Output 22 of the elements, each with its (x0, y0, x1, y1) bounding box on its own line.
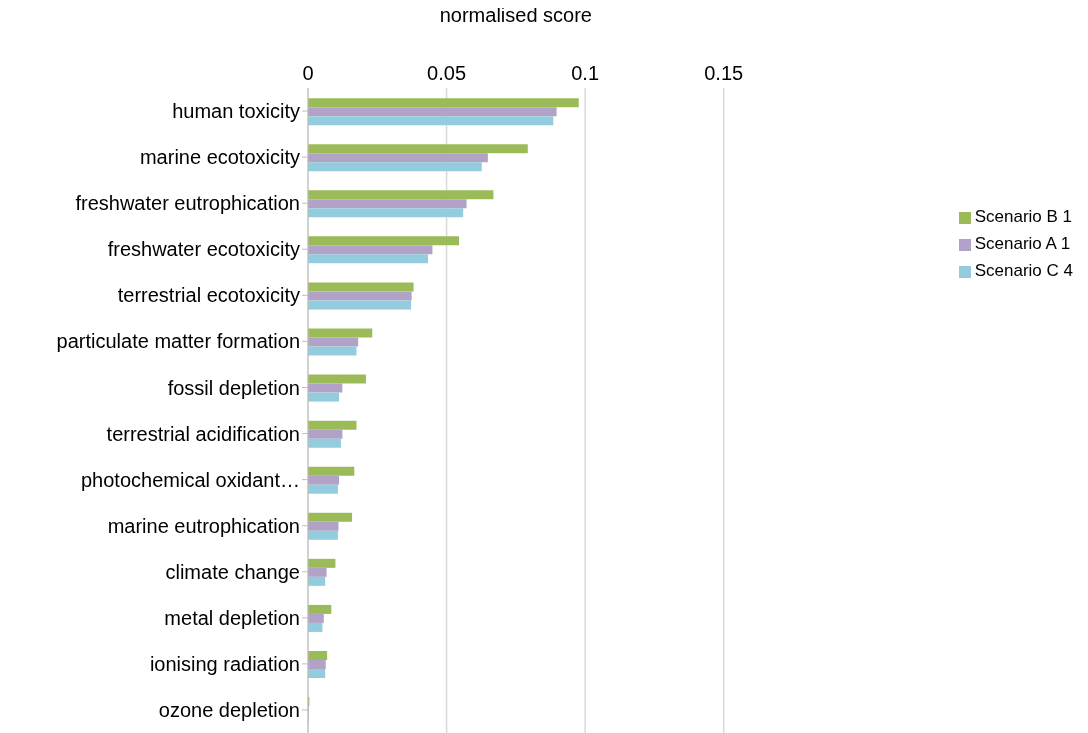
x-tick-label: 0.15 (704, 62, 744, 84)
y-tick-label: climate change (165, 560, 300, 583)
y-tick-label: fossil depletion (167, 376, 300, 399)
x-tick-label: 0 (302, 62, 314, 84)
x-axis-title: normalised score (439, 4, 593, 27)
y-tick-label: marine eutrophication (107, 514, 300, 537)
y-tick-label: terrestrial ecotoxicity (117, 284, 300, 307)
y-tick-label: ionising radiation (149, 652, 300, 675)
y-tick-label: ozone depletion (158, 699, 300, 722)
y-tick-label: particulate matter formation (56, 330, 300, 353)
y-tick-label: metal depletion (164, 606, 300, 629)
x-tick-label: 0.1 (571, 62, 600, 84)
y-tick-label: freshwater eutrophication (75, 192, 300, 215)
legend-label: Scenario A 1 (974, 234, 1071, 253)
y-tick-label: marine ecotoxicity (139, 146, 300, 169)
legend-label: Scenario B 1 (974, 207, 1073, 226)
y-tick-label: terrestrial acidification (106, 422, 300, 445)
y-tick-label: human toxicity (172, 100, 300, 123)
y-tick-label: photochemical oxidant… (80, 468, 300, 491)
legend-label: Scenario C 4 (974, 261, 1073, 280)
x-tick-label: 0.05 (427, 62, 467, 84)
y-tick-label: freshwater ecotoxicity (107, 238, 300, 261)
